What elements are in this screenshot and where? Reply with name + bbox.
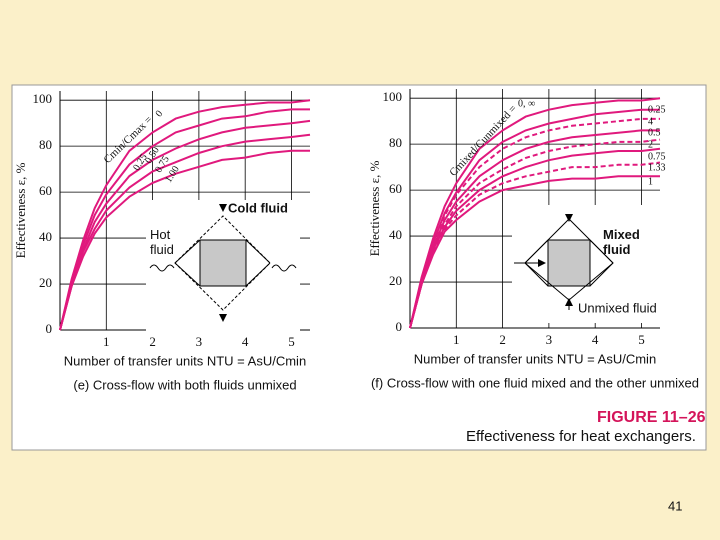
y-axis-label: Effectiveness ε, % <box>367 160 382 256</box>
annotation: Mixed fluid <box>603 227 640 257</box>
x-tick-label: 4 <box>242 334 249 349</box>
flow-diamond <box>174 215 271 311</box>
x-tick-label: 3 <box>196 334 203 349</box>
y-tick-label: 20 <box>389 273 402 288</box>
curve-label: 0.75 <box>648 151 666 162</box>
curve <box>59 149 310 331</box>
annotation: Unmixed fluid <box>578 300 657 315</box>
curve <box>409 138 661 329</box>
curve <box>409 97 661 329</box>
flow-lines <box>524 239 614 287</box>
curve-label: 1.33 <box>648 162 666 173</box>
curve <box>409 147 661 329</box>
insets: Hot fluid Cold fluid Mixed fluid Unmixed f… <box>146 200 664 332</box>
curve <box>409 108 660 329</box>
curve-label: 0, ∞ <box>518 98 535 109</box>
exchanger-core <box>199 239 247 287</box>
curve-label: 0 <box>154 109 166 120</box>
y-tick-label: 100 <box>383 89 403 104</box>
y-tick-label: 0 <box>46 321 53 336</box>
x-tick-label: 1 <box>103 334 110 349</box>
x-axis-label: Number of transfer units NTU = AsU/Cmin <box>414 351 656 366</box>
curve-label: 0.5 <box>648 127 661 138</box>
curve <box>409 117 660 329</box>
y-tick-label: 60 <box>39 183 52 198</box>
exchanger-core <box>547 239 591 287</box>
curve-label: 0.25 <box>648 104 666 115</box>
y-tick-label: 60 <box>389 181 402 196</box>
curve-label: 1 <box>648 176 653 187</box>
curve <box>59 133 311 331</box>
x-tick-label: 1 <box>453 332 460 347</box>
page-number: 41 <box>668 498 682 513</box>
y-tick-label: 40 <box>39 229 52 244</box>
y-tick-label: 0 <box>396 319 403 334</box>
caption: (e) Cross-flow with both fluids unmixed <box>73 377 296 392</box>
curve <box>409 175 660 329</box>
wavy-flow <box>149 264 297 272</box>
curve <box>59 99 311 331</box>
figure-caption: Effectiveness for heat exchangers. <box>466 428 696 445</box>
y-tick-label: 80 <box>389 135 402 150</box>
curve-label: 4 <box>648 116 653 127</box>
annotation: Cold fluid <box>228 200 288 215</box>
y-tick-label: 20 <box>39 275 52 290</box>
y-tick-label: 100 <box>33 91 53 106</box>
curve <box>409 161 661 329</box>
figure-label: FIGURE 11–26 <box>597 409 706 426</box>
caption: (f) Cross-flow with one fluid mixed and … <box>371 375 699 390</box>
curve <box>59 119 311 331</box>
x-tick-label: 2 <box>149 334 156 349</box>
x-tick-label: 2 <box>499 332 506 347</box>
curve-label: 2 <box>648 139 653 150</box>
y-tick-label: 80 <box>39 137 52 152</box>
flow-lines <box>174 239 271 287</box>
y-axis-label: Effectiveness ε, % <box>13 162 28 258</box>
x-axis-label: Number of transfer units NTU = AsU/Cmin <box>64 353 306 368</box>
annotation: Hot fluid <box>150 227 174 257</box>
x-tick-label: 4 <box>592 332 599 347</box>
x-tick-label: 5 <box>288 334 295 349</box>
curve <box>59 108 310 331</box>
x-tick-label: 5 <box>638 332 645 347</box>
y-tick-label: 40 <box>389 227 402 242</box>
x-tick-label: 3 <box>546 332 553 347</box>
